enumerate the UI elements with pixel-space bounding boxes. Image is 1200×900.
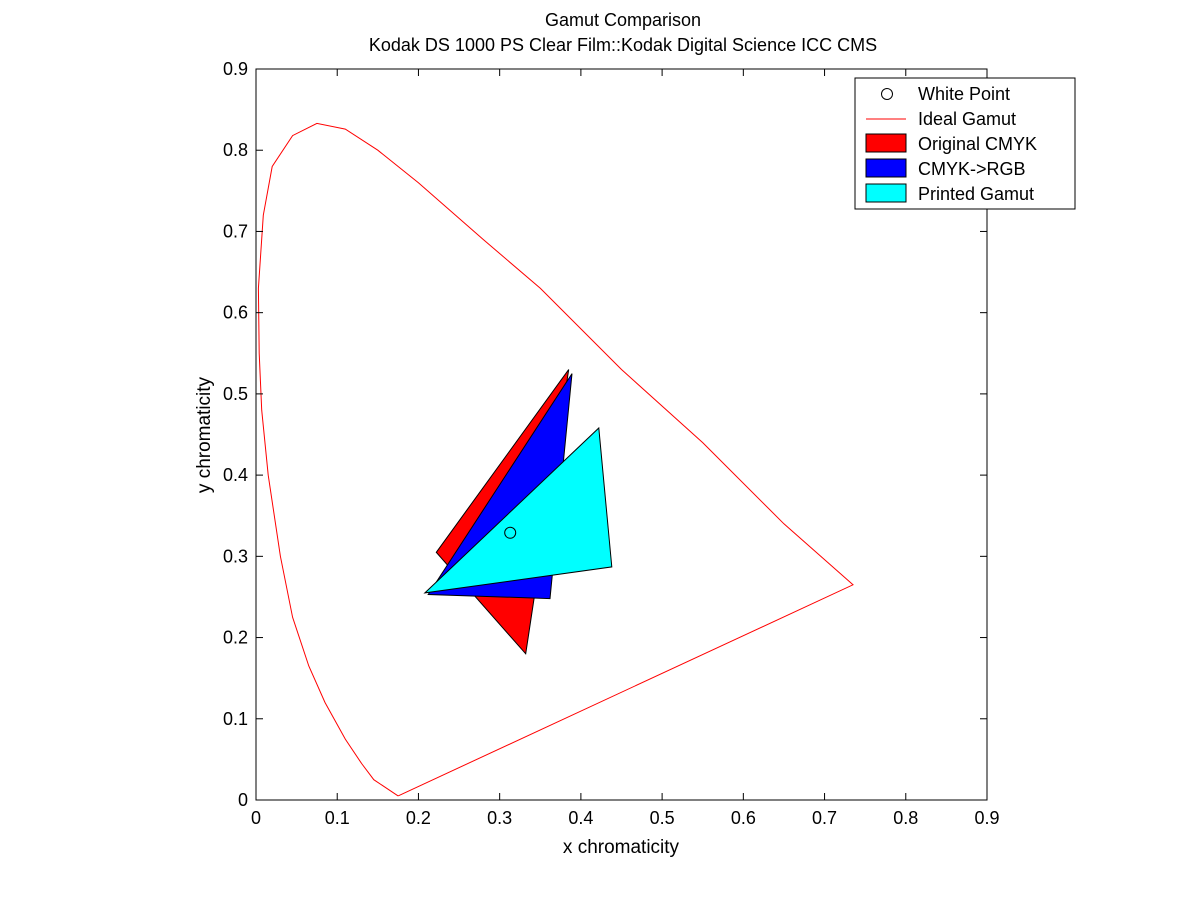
x-tick-label: 0 [251, 808, 261, 828]
y-tick-label: 0.1 [223, 709, 248, 729]
y-tick-label: 0.5 [223, 384, 248, 404]
series-white-point-point [504, 526, 517, 539]
chart-subtitle: Kodak DS 1000 PS Clear Film::Kodak Digit… [369, 35, 877, 55]
x-axis-ticks: 0 0.1 0.2 0.3 0.4 0.5 0.6 0.7 0.8 0.9 [251, 69, 1000, 828]
x-tick-label: 0.3 [487, 808, 512, 828]
x-tick-label: 0.9 [974, 808, 999, 828]
x-tick-label: 0.8 [893, 808, 918, 828]
y-tick-label: 0.3 [223, 546, 248, 566]
y-tick-label: 0.6 [223, 303, 248, 323]
series-ideal-gamut [257, 122, 854, 797]
y-axis-label: y chromaticity [194, 376, 215, 493]
axes-box [255, 68, 988, 801]
y-tick-label: 0.9 [223, 59, 248, 79]
y-tick-label: 0.8 [223, 140, 248, 160]
legend-label-printed-gamut: Printed Gamut [918, 184, 1034, 204]
y-tick-label: 0 [238, 790, 248, 810]
chart-title: Gamut Comparison [545, 10, 701, 30]
x-tick-label: 0.2 [406, 808, 431, 828]
x-axis-label: x chromaticity [563, 837, 680, 858]
legend-swatch-original-cmyk [865, 133, 907, 153]
legend: White Point Ideal Gamut Original CMYK CM… [854, 77, 1076, 210]
x-tick-label: 0.5 [650, 808, 675, 828]
y-tick-label: 0.2 [223, 628, 248, 648]
legend-swatch-cmyk-rgb [865, 158, 907, 178]
y-axis-ticks: 0 0.1 0.2 0.3 0.4 0.5 0.6 0.7 0.8 0.9 [223, 59, 987, 810]
legend-swatch-white-point [881, 88, 893, 100]
legend-label-cmyk-rgb: CMYK->RGB [918, 159, 1026, 179]
legend-label-original-cmyk: Original CMYK [918, 134, 1037, 154]
legend-swatch-printed-gamut [865, 183, 907, 203]
data-layer [257, 122, 854, 797]
y-tick-label: 0.7 [223, 221, 248, 241]
legend-label-ideal-gamut: Ideal Gamut [918, 109, 1016, 129]
series-printed-gamut [423, 426, 613, 594]
x-tick-label: 0.6 [731, 808, 756, 828]
x-tick-label: 0.7 [812, 808, 837, 828]
x-tick-label: 0.1 [325, 808, 350, 828]
legend-label-white-point: White Point [918, 84, 1010, 104]
y-tick-label: 0.4 [223, 465, 248, 485]
x-tick-label: 0.4 [568, 808, 593, 828]
